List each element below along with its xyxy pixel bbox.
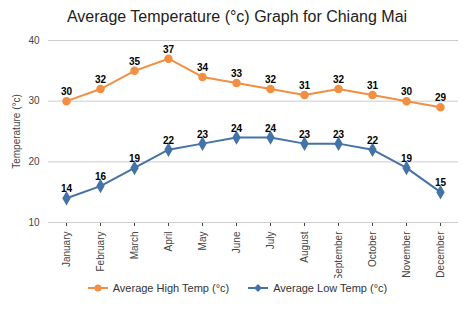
svg-text:May: May: [197, 232, 208, 251]
svg-text:32: 32: [95, 74, 107, 85]
svg-text:Temperature (°c): Temperature (°c): [11, 94, 22, 169]
svg-text:April: April: [163, 232, 174, 252]
svg-text:August: August: [299, 231, 310, 262]
svg-text:20: 20: [28, 156, 40, 167]
svg-text:September: September: [333, 231, 344, 278]
svg-text:37: 37: [163, 44, 175, 55]
svg-text:19: 19: [401, 153, 413, 164]
svg-text:40: 40: [28, 35, 40, 46]
html-text:Average High Temp (°c): Average High Temp (°c): [112, 282, 230, 294]
svg-text:October: October: [367, 231, 378, 267]
svg-text:32: 32: [265, 74, 277, 85]
svg-text:34: 34: [197, 62, 209, 73]
svg-text:31: 31: [299, 80, 311, 91]
svg-text:December: December: [435, 231, 446, 278]
svg-text:22: 22: [163, 135, 175, 146]
svg-text:15: 15: [435, 177, 447, 188]
svg-text:23: 23: [299, 129, 311, 140]
svg-text:30: 30: [401, 86, 413, 97]
html-text:Average Low Temp (°c): Average Low Temp (°c): [273, 282, 388, 294]
svg-text:March: March: [129, 232, 140, 260]
html-text:Average Temperature (°c) Graph: Average Temperature (°c) Graph for Chian…: [66, 8, 408, 25]
svg-text:23: 23: [333, 129, 345, 140]
svg-text:31: 31: [367, 80, 379, 91]
svg-text:19: 19: [129, 153, 141, 164]
svg-text:10: 10: [28, 217, 40, 228]
svg-text:14: 14: [61, 183, 73, 194]
svg-text:November: November: [401, 231, 412, 278]
svg-text:January: January: [61, 232, 72, 268]
svg-text:35: 35: [129, 56, 141, 67]
svg-text:22: 22: [367, 135, 379, 146]
svg-text:29: 29: [435, 92, 447, 103]
svg-text:30: 30: [28, 95, 40, 106]
svg-text:33: 33: [231, 68, 243, 79]
svg-text:30: 30: [61, 86, 73, 97]
svg-text:24: 24: [231, 123, 243, 134]
svg-text:February: February: [95, 232, 106, 272]
svg-text:24: 24: [265, 123, 277, 134]
svg-text:16: 16: [95, 171, 107, 182]
svg-text:June: June: [231, 231, 242, 253]
svg-text:July: July: [265, 232, 276, 250]
svg-text:32: 32: [333, 74, 345, 85]
svg-text:23: 23: [197, 129, 209, 140]
